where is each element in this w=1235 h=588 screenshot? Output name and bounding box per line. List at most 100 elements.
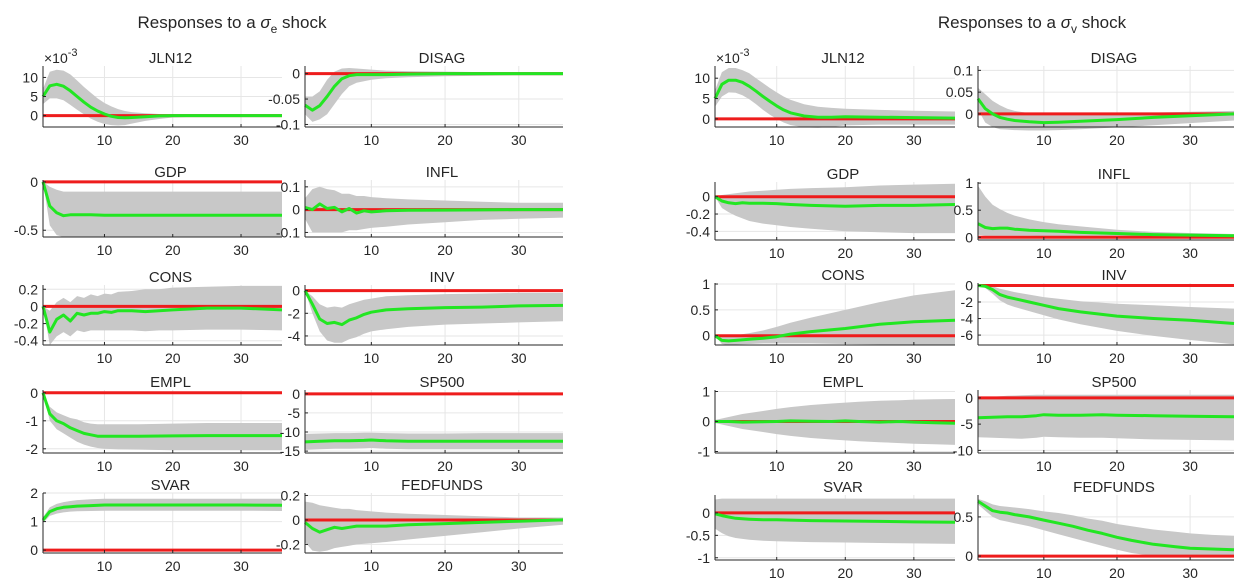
y-tick-label: 0.2 [19,281,39,297]
x-tick-label: 20 [437,558,453,574]
y-tick-label: -10 [953,442,973,458]
x-tick-label: 20 [1109,132,1125,148]
panel-sigma_v-empl: -1 0 1 10 20 30 EMPL [698,374,956,474]
panel-sigma_v-gdp: -0.4-0.20 10 20 30 GDP [686,166,956,261]
y-tick-label: -0.1 [276,116,300,132]
y-tick-label: -0.1 [276,224,300,240]
y-tick-label: 0 [292,202,300,218]
y-tick-label: 0.1 [954,62,974,78]
x-tick-label: 10 [97,132,113,148]
response-line [977,500,1235,552]
x-tick-label: 10 [1036,565,1052,581]
x-tick-label: 10 [769,350,785,366]
y-tick-label: 0.5 [691,302,711,318]
response-line [41,306,283,334]
response-line [41,503,283,522]
panel-title: DISAG [419,50,466,67]
x-tick-label: 20 [165,558,181,574]
panel-sigma_v-disag: 0 0.05 0.1 10 20 30 DISAG [946,50,1235,148]
y-tick-label: 5 [702,91,710,107]
y-tick-label: -0.2 [14,316,38,332]
confidence-band [715,68,955,128]
response-line [713,78,956,120]
x-tick-label: 20 [165,242,181,258]
confidence-band [978,498,1234,557]
panel-sigma_e-fedfunds: -0.2 0 0.2 10 20 30 FEDFUNDS [276,477,564,574]
y-tick-label: 10 [22,69,38,85]
y-tick-label: 0.5 [954,202,974,218]
x-tick-label: 30 [1182,565,1198,581]
confidence-band [305,501,563,552]
x-tick-label: 20 [1109,245,1125,261]
y-tick-label: 0 [292,66,300,82]
y-tick-label: 0.5 [954,509,974,525]
panel-sigma_e-sp500: -15 -10 -5 0 10 20 30 SP500 [280,374,563,474]
panel-sigma_v-fedfunds: 0 0.5 10 20 30 FEDFUNDS [954,479,1235,581]
confidence-band [43,392,282,451]
x-tick-label: 10 [1036,132,1052,148]
y-tick-label: 0 [965,548,973,564]
y-tick-label: -0.5 [14,222,38,238]
x-tick-label: 10 [97,558,113,574]
y-tick-label: 0 [30,298,38,314]
panel-sigma_e-svar: 0 1 2 10 20 30 SVAR [30,477,283,574]
y-tick-label: 2 [30,485,38,501]
x-tick-label: 20 [437,132,453,148]
y-tick-label: 0 [30,542,38,558]
y-tick-label: 1 [30,514,38,530]
panel-title: JLN12 [821,50,864,67]
x-tick-label: 10 [769,565,785,581]
response-line [715,419,956,425]
response-line [41,392,282,438]
left-group-title: Responses to a σe shock [138,13,327,36]
x-tick-label: 10 [97,242,113,258]
panel-sigma_e-cons: -0.4-0.2 00.2 10 20 30 CONS [14,269,283,366]
confidence-band [978,394,1234,441]
response-line [714,318,956,343]
y-tick-label: 1 [702,384,710,400]
x-tick-label: 20 [437,242,453,258]
x-tick-label: 20 [165,458,181,474]
panel-title: SVAR [151,477,191,494]
panel-title: FEDFUNDS [401,477,483,494]
exponent-label: ×10-3 [44,47,78,66]
x-tick-label: 10 [1036,245,1052,261]
x-tick-label: 20 [1109,350,1125,366]
response-line [977,284,1235,325]
y-tick-label: -1 [26,413,39,429]
y-tick-label: 0.05 [946,84,973,100]
x-tick-label: 30 [511,458,527,474]
right-group-title: Responses to a σv shock [938,13,1127,36]
panel-title: INV [1101,267,1126,284]
confidence-band [715,183,955,234]
x-tick-label: 10 [364,458,380,474]
y-tick-label: -4 [288,328,301,344]
panel-title: INFL [426,164,459,181]
response-line [977,222,1235,238]
x-tick-label: 10 [769,458,785,474]
response-line [977,413,1235,420]
panel-title: DISAG [1091,50,1138,67]
x-tick-label: 30 [906,458,922,474]
panel-title: GDP [827,166,860,183]
y-tick-label: -1 [698,444,711,460]
x-tick-label: 20 [1109,458,1125,474]
y-tick-label: -0.4 [686,223,710,239]
confidence-band [43,285,282,345]
y-tick-label: 0 [292,512,300,528]
y-tick-label: -0.2 [276,536,300,552]
y-tick-label: 0 [965,390,973,406]
x-tick-label: 20 [165,132,181,148]
x-tick-label: 20 [1109,565,1125,581]
y-tick-label: 5 [30,89,38,105]
x-tick-label: 10 [769,245,785,261]
response-line [303,289,564,327]
y-tick-label: -1 [698,550,711,566]
y-tick-label: -15 [280,443,300,459]
x-tick-label: 20 [837,132,853,148]
y-tick-label: 0 [702,414,710,430]
y-tick-label: 10 [694,70,710,86]
y-tick-label: -2 [26,441,39,457]
x-tick-label: 30 [906,565,922,581]
